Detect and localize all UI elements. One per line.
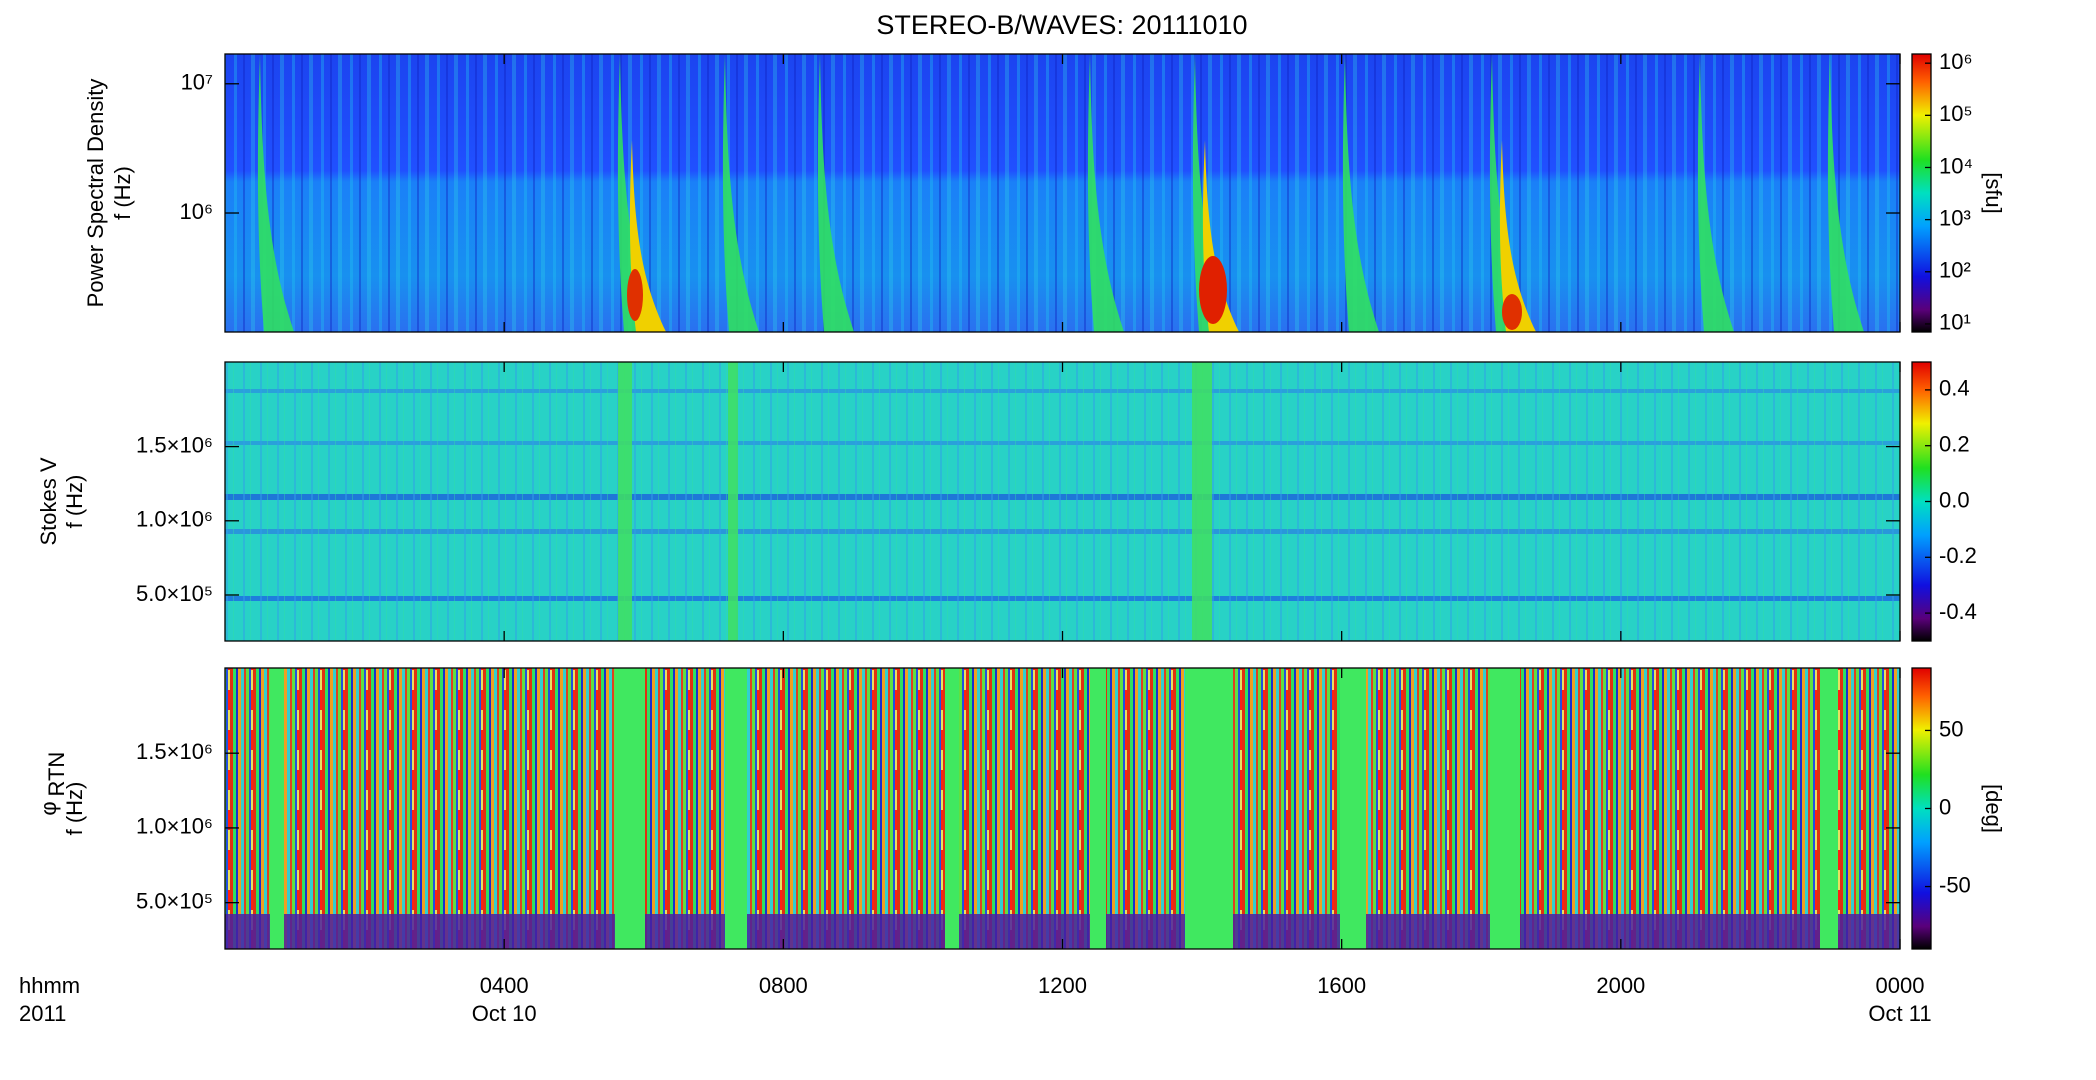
- colorbar-label: [sfu]: [1981, 172, 2006, 214]
- y-tick-label: 10⁷: [181, 70, 213, 95]
- y-axis-label: Stokes V: [36, 457, 61, 545]
- x-tick-label: 0000: [1876, 973, 1925, 998]
- colorbar-tick-label: 0.4: [1939, 376, 1970, 401]
- y-axis-label: f (Hz): [62, 782, 87, 836]
- colorbar-tick-label: 0.2: [1939, 432, 1970, 457]
- colorbar-tick-label: 10⁵: [1939, 101, 1973, 126]
- colorbar: [1911, 53, 1932, 333]
- chart-title: STEREO-B/WAVES: 20111010: [876, 10, 1247, 40]
- colorbar-tick-label: 10⁶: [1939, 49, 1973, 74]
- x-tick-label: 1200: [1038, 973, 1087, 998]
- x-date-label: Oct 10: [472, 1001, 537, 1026]
- y-axis-label-subscript: RTN: [44, 752, 69, 797]
- y-tick-label: 1.0×10⁶: [136, 507, 213, 532]
- colorbar-tick-label: 0: [1939, 794, 1951, 819]
- colorbar-tick-label: 10¹: [1939, 310, 1971, 335]
- y-axis-label: f (Hz): [62, 475, 87, 529]
- spectrogram-image: [225, 54, 1900, 949]
- y-tick-label: 10⁶: [179, 199, 213, 224]
- y-tick-label: 1.5×10⁶: [136, 739, 213, 764]
- colorbar-tick-label: 10⁴: [1939, 153, 1973, 178]
- colorbar-tick-label: 10³: [1939, 205, 1971, 230]
- colorbar-tick-label: -50: [1939, 872, 1971, 897]
- x-tick-label: 0800: [759, 973, 808, 998]
- x-tick-label: 0400: [480, 973, 529, 998]
- y-tick-label: 1.5×10⁶: [136, 432, 213, 457]
- colorbar-tick-label: 0.0: [1939, 487, 1970, 512]
- colorbar-tick-label: 50: [1939, 716, 1963, 741]
- colorbar-label: [deg]: [1981, 784, 2006, 833]
- colorbar-tick-label: 10²: [1939, 258, 1971, 283]
- y-tick-label: 5.0×10⁵: [136, 581, 213, 606]
- x-axis-label: 2011: [19, 1001, 66, 1026]
- y-tick-label: 1.0×10⁶: [136, 814, 213, 839]
- x-tick-label: 1600: [1317, 973, 1366, 998]
- x-tick-label: 2000: [1596, 973, 1645, 998]
- x-axis-label: hhmm: [19, 973, 80, 998]
- y-axis-label: f (Hz): [110, 166, 135, 220]
- colorbar-tick-label: -0.2: [1939, 543, 1977, 568]
- y-tick-label: 5.0×10⁵: [136, 888, 213, 913]
- y-axis-label: φ: [36, 801, 61, 815]
- colorbar-tick-label: -0.4: [1939, 599, 1977, 624]
- y-axis-label: Power Spectral Density: [83, 79, 108, 308]
- x-date-label: Oct 11: [1868, 1001, 1931, 1026]
